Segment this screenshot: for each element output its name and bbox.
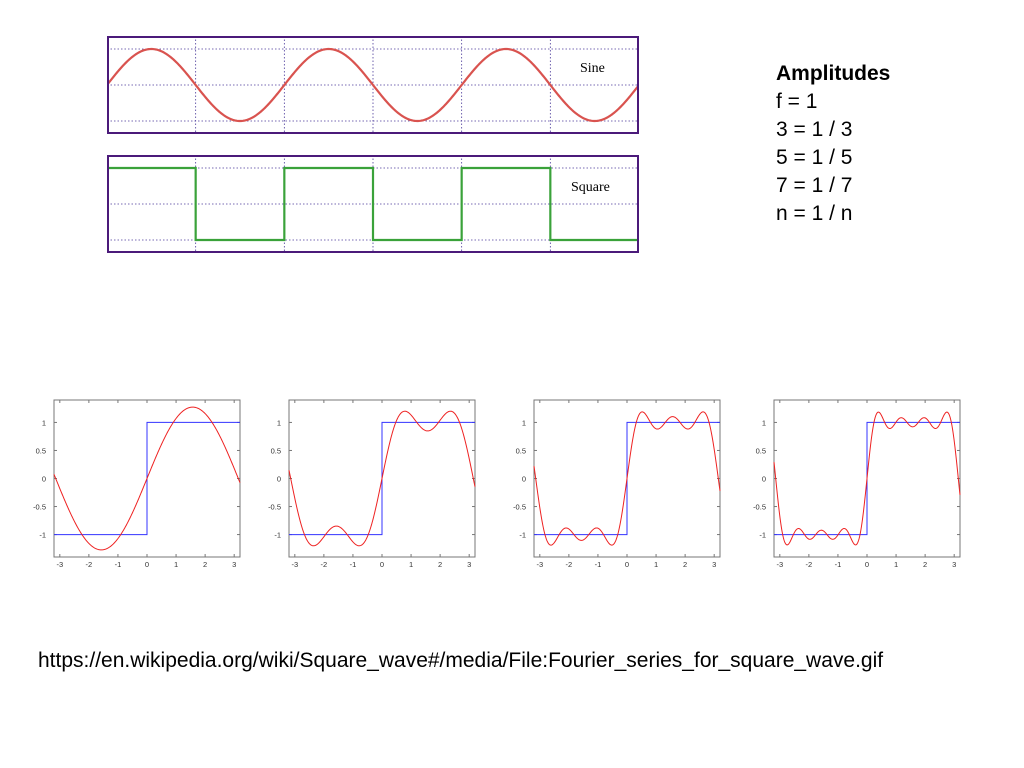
y-tick-label: 0 [42,475,46,484]
y-tick-label: -1 [274,531,281,540]
amplitude-line: 5 = 1 / 5 [776,146,853,169]
square-line [107,166,639,242]
fourier-chart-svg: 1 0.5 0 -0.5 -1 -3 -2 -1 0 1 2 3 [268,399,476,569]
fourier-chart-svg: 1 0.5 0 -0.5 -1 -3 -2 -1 0 1 2 3 [33,399,241,569]
amplitude-line: f = 1 [776,90,818,113]
fourier-sum-line [533,411,721,546]
fourier-chart-svg: 1 0.5 0 -0.5 -1 -3 -2 -1 0 1 2 3 [753,399,961,569]
x-tick-label: -1 [835,560,842,569]
y-tick-label: 0 [522,475,526,484]
x-tick-label: 1 [409,560,413,569]
fourier-chart-4-harmonics: 1 0.5 0 -0.5 -1 -3 -2 -1 0 1 2 3 [750,395,966,570]
y-tick-label: -0.5 [33,503,46,512]
amplitudes-heading: Amplitudes [776,62,891,85]
x-tick-label: -1 [595,560,602,569]
y-tick-label: 1 [762,418,766,427]
sine-line [107,47,639,123]
series-label: Square [571,180,610,195]
x-tick-label: 0 [865,560,869,569]
y-tick-label: -1 [519,531,526,540]
x-tick-label: 3 [952,560,956,569]
square-wave-chart: Square [107,155,639,253]
x-tick-label: 1 [654,560,658,569]
y-tick-label: 0 [762,475,766,484]
x-tick-label: 3 [232,560,236,569]
y-tick-label: -0.5 [268,503,281,512]
x-tick-label: 3 [712,560,716,569]
fourier-chart-svg: 1 0.5 0 -0.5 -1 -3 -2 -1 0 1 2 3 [513,399,721,569]
x-tick-label: 0 [380,560,384,569]
fourier-chart-1-harmonic: 1 0.5 0 -0.5 -1 -3 -2 -1 0 1 2 3 [30,395,246,570]
amplitudes-block: Amplitudes f = 1 3 = 1 / 3 5 = 1 / 5 7 =… [776,60,890,228]
y-tick-label: 0.5 [516,446,526,455]
y-tick-label: 0 [277,475,281,484]
y-tick-label: 0.5 [36,446,46,455]
x-tick-label: 3 [467,560,471,569]
fourier-chart-2-harmonics: 1 0.5 0 -0.5 -1 -3 -2 -1 0 1 2 3 [265,395,481,570]
source-url[interactable]: https://en.wikipedia.org/wiki/Square_wav… [38,649,884,672]
y-tick-label: -0.5 [753,503,766,512]
y-tick-label: 0.5 [271,446,281,455]
x-tick-label: 2 [438,560,442,569]
amplitude-line: 7 = 1 / 7 [776,174,853,197]
x-tick-label: -2 [321,560,328,569]
amplitude-line: n = 1 / n [776,202,853,225]
x-tick-label: 2 [683,560,687,569]
x-tick-label: -3 [776,560,783,569]
x-tick-label: -1 [115,560,122,569]
fourier-sum-line [288,410,476,547]
chart-frame [107,36,639,134]
series-label: Sine [580,61,605,76]
x-tick-label: -1 [350,560,357,569]
sine-wave-chart: Sine [107,36,639,134]
y-tick-label: -0.5 [513,503,526,512]
x-tick-label: 1 [174,560,178,569]
fourier-chart-3-harmonics: 1 0.5 0 -0.5 -1 -3 -2 -1 0 1 2 3 [510,395,726,570]
y-tick-label: 1 [42,418,46,427]
x-tick-label: 1 [894,560,898,569]
amplitude-line: 3 = 1 / 3 [776,118,853,141]
y-tick-label: 1 [522,418,526,427]
x-tick-label: -2 [86,560,93,569]
x-tick-label: 2 [923,560,927,569]
y-tick-label: 1 [277,418,281,427]
sine-wave-svg: Sine [107,36,639,134]
x-tick-label: -2 [566,560,573,569]
y-tick-label: 0.5 [756,446,766,455]
x-tick-label: -3 [536,560,543,569]
x-tick-label: 2 [203,560,207,569]
x-tick-label: 0 [145,560,149,569]
fourier-sum-line [53,406,241,551]
x-tick-label: -2 [806,560,813,569]
y-tick-label: -1 [759,531,766,540]
x-tick-label: -3 [56,560,63,569]
fourier-sum-line [773,411,961,546]
y-tick-label: -1 [39,531,46,540]
square-wave-svg: Square [107,155,639,253]
x-tick-label: 0 [625,560,629,569]
x-tick-label: -3 [291,560,298,569]
chart-frame [107,155,639,253]
